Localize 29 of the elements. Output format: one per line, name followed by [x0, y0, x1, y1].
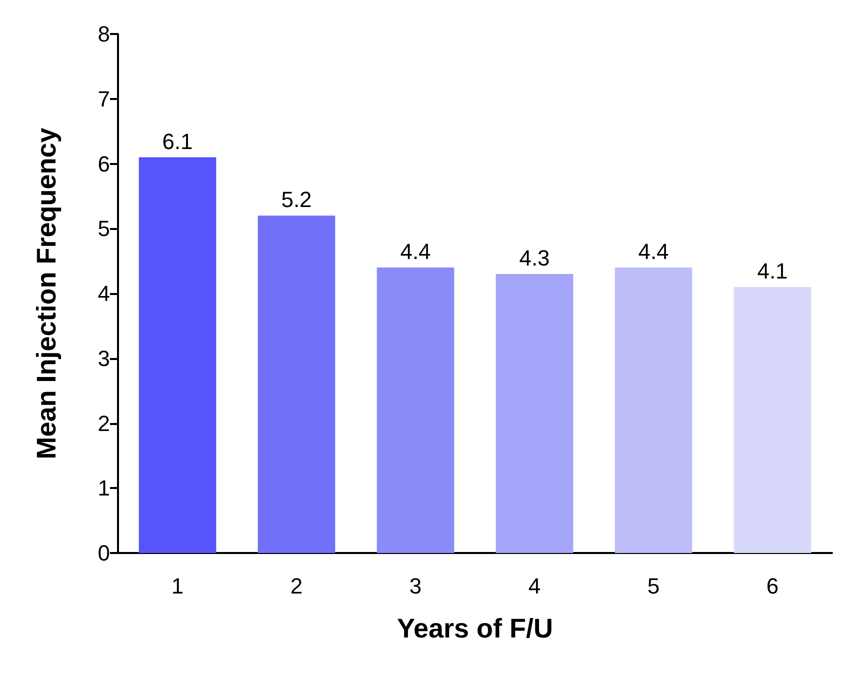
y-tick-label: 4	[98, 281, 110, 306]
y-tick-label: 5	[98, 216, 110, 242]
y-tick-label: 3	[98, 346, 110, 371]
bar	[614, 268, 692, 553]
y-tick-label: 7	[98, 86, 110, 112]
data-label: 5.2	[281, 187, 312, 212]
y-axis-title: Mean Injection Frequency	[32, 128, 62, 460]
x-tick-label: 1	[171, 574, 184, 598]
data-label: 4.1	[757, 258, 788, 284]
data-label: 6.1	[162, 128, 193, 154]
x-tick-label: 2	[290, 574, 303, 598]
bar	[258, 216, 336, 553]
x-axis-title: Years of F/U	[396, 614, 554, 644]
y-tick-label: 6	[98, 151, 110, 176]
x-tick-label: 5	[647, 574, 660, 598]
x-tick-label: 4	[528, 574, 541, 598]
y-tick-label: 0	[98, 540, 110, 566]
data-label: 4.4	[638, 239, 669, 264]
x-tick-label: 6	[766, 574, 779, 598]
bar	[138, 157, 216, 553]
bar	[376, 268, 454, 553]
data-label: 4.4	[400, 239, 431, 264]
data-label: 4.3	[519, 246, 550, 271]
y-tick-label: 8	[98, 22, 110, 46]
y-tick-label: 1	[98, 476, 110, 501]
bar	[734, 287, 812, 553]
y-tick-label: 2	[98, 410, 110, 436]
bar	[496, 274, 574, 553]
x-tick-label: 3	[409, 574, 422, 598]
